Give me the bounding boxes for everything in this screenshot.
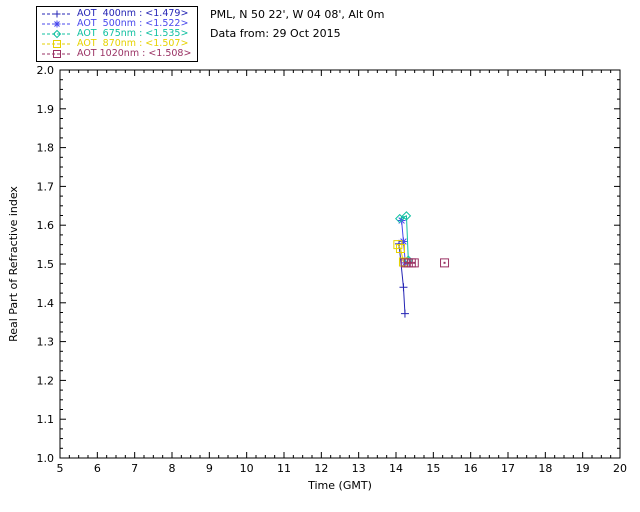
legend-row-aot-1020nm: AOT 1020nm : <1.508> — [41, 49, 191, 59]
y-tick-label: 1.3 — [37, 336, 55, 349]
x-tick-label: 15 — [426, 462, 440, 475]
marker-asterisk — [399, 237, 408, 246]
x-tick-label: 17 — [501, 462, 515, 475]
y-tick-label: 1.0 — [37, 452, 55, 465]
marker-diamond — [395, 213, 405, 224]
legend-sample-aot-870nm — [42, 40, 72, 48]
station-title: PML, N 50 22', W 04 08', Alt 0m — [210, 8, 385, 21]
x-tick-label: 20 — [613, 462, 627, 475]
legend-marker-square — [53, 40, 61, 48]
legend-marker-asterisk — [53, 20, 61, 28]
x-tick-label: 9 — [206, 462, 213, 475]
marker-square-dot — [409, 258, 419, 268]
x-tick-label: 7 — [131, 462, 138, 475]
legend-label: AOT 870nm : <1.507> — [77, 38, 189, 49]
x-tick-label: 12 — [314, 462, 328, 475]
x-tick-label: 11 — [277, 462, 291, 475]
data-date: Data from: 29 Oct 2015 — [210, 27, 341, 40]
y-tick-label: 1.9 — [37, 103, 55, 116]
x-tick-label: 5 — [57, 462, 64, 475]
legend: AOT 400nm : <1.479> AOT 500nm : <1.522> AO… — [36, 6, 199, 62]
series-aot-1020nm — [400, 258, 450, 268]
y-tick-label: 2.0 — [37, 64, 55, 77]
legend-marker-diamond — [52, 29, 62, 39]
x-tick-label: 13 — [352, 462, 366, 475]
legend-marker-square-dot — [53, 50, 61, 58]
y-axis-title: Real Part of Refractive index — [7, 186, 20, 342]
marker-dot — [413, 261, 416, 264]
marker-square-dot — [440, 258, 450, 268]
x-tick-label: 10 — [240, 462, 254, 475]
marker-square — [395, 243, 405, 253]
legend-row-aot-675nm: AOT 675nm : <1.535> — [41, 29, 191, 39]
legend-label: AOT 400nm : <1.479> — [77, 8, 189, 19]
y-tick-label: 1.1 — [37, 413, 55, 426]
marker-square — [393, 240, 403, 250]
y-tick-label: 1.4 — [37, 297, 55, 310]
plot-border — [59, 69, 621, 459]
marker-plus — [400, 309, 409, 318]
legend-label: AOT 675nm : <1.535> — [77, 28, 189, 39]
series-aot-675nm — [395, 211, 414, 265]
x-tick-label: 14 — [389, 462, 403, 475]
series-line-aot-675nm — [399, 215, 409, 261]
x-tick-label: 19 — [576, 462, 590, 475]
legend-sample-aot-675nm — [42, 29, 72, 39]
legend-marker-plus — [53, 10, 61, 18]
y-tick-label: 1.2 — [37, 374, 55, 387]
x-tick-label: 8 — [169, 462, 176, 475]
y-tick-label: 1.5 — [37, 258, 55, 271]
marker-dot — [404, 261, 407, 264]
y-tick-label: 1.6 — [37, 219, 55, 232]
series-aot-400nm — [394, 239, 409, 318]
marker-dot — [410, 261, 413, 264]
y-tick-label: 1.7 — [37, 180, 55, 193]
y-tick-label: 1.8 — [37, 142, 55, 155]
legend-label: AOT 1020nm : <1.508> — [77, 48, 192, 59]
marker-dot — [443, 261, 446, 264]
y-axis: 1.0 1.1 1.2 1.3 1.4 1.5 1.6 1.7 1.8 1.9 2.0 Real Pa… — [7, 64, 620, 465]
marker-dot — [407, 261, 410, 264]
x-axis: 5 6 7 8 9 10 11 12 13 14 15 16 17 18 19 20 Time (GMT) — [57, 70, 627, 492]
legend-sample-aot-400nm — [42, 10, 72, 18]
marker-diamond — [401, 211, 412, 221]
x-tick-label: 16 — [464, 462, 478, 475]
legend-row-aot-400nm: AOT 400nm : <1.479> — [41, 9, 191, 19]
marker-plus — [399, 283, 408, 292]
legend-label: AOT 500nm : <1.522> — [77, 18, 189, 29]
x-tick-label: 18 — [538, 462, 552, 475]
legend-sample-aot-1020nm — [42, 50, 72, 58]
legend-row-aot-870nm: AOT 870nm : <1.507> — [41, 39, 191, 49]
x-tick-label: 6 — [94, 462, 101, 475]
x-axis-title: Time (GMT) — [307, 479, 372, 492]
legend-sample-aot-500nm — [42, 20, 72, 28]
legend-row-aot-500nm: AOT 500nm : <1.522> — [41, 19, 191, 29]
title-block: PML, N 50 22', W 04 08', Alt 0m Data fro… — [210, 8, 384, 46]
